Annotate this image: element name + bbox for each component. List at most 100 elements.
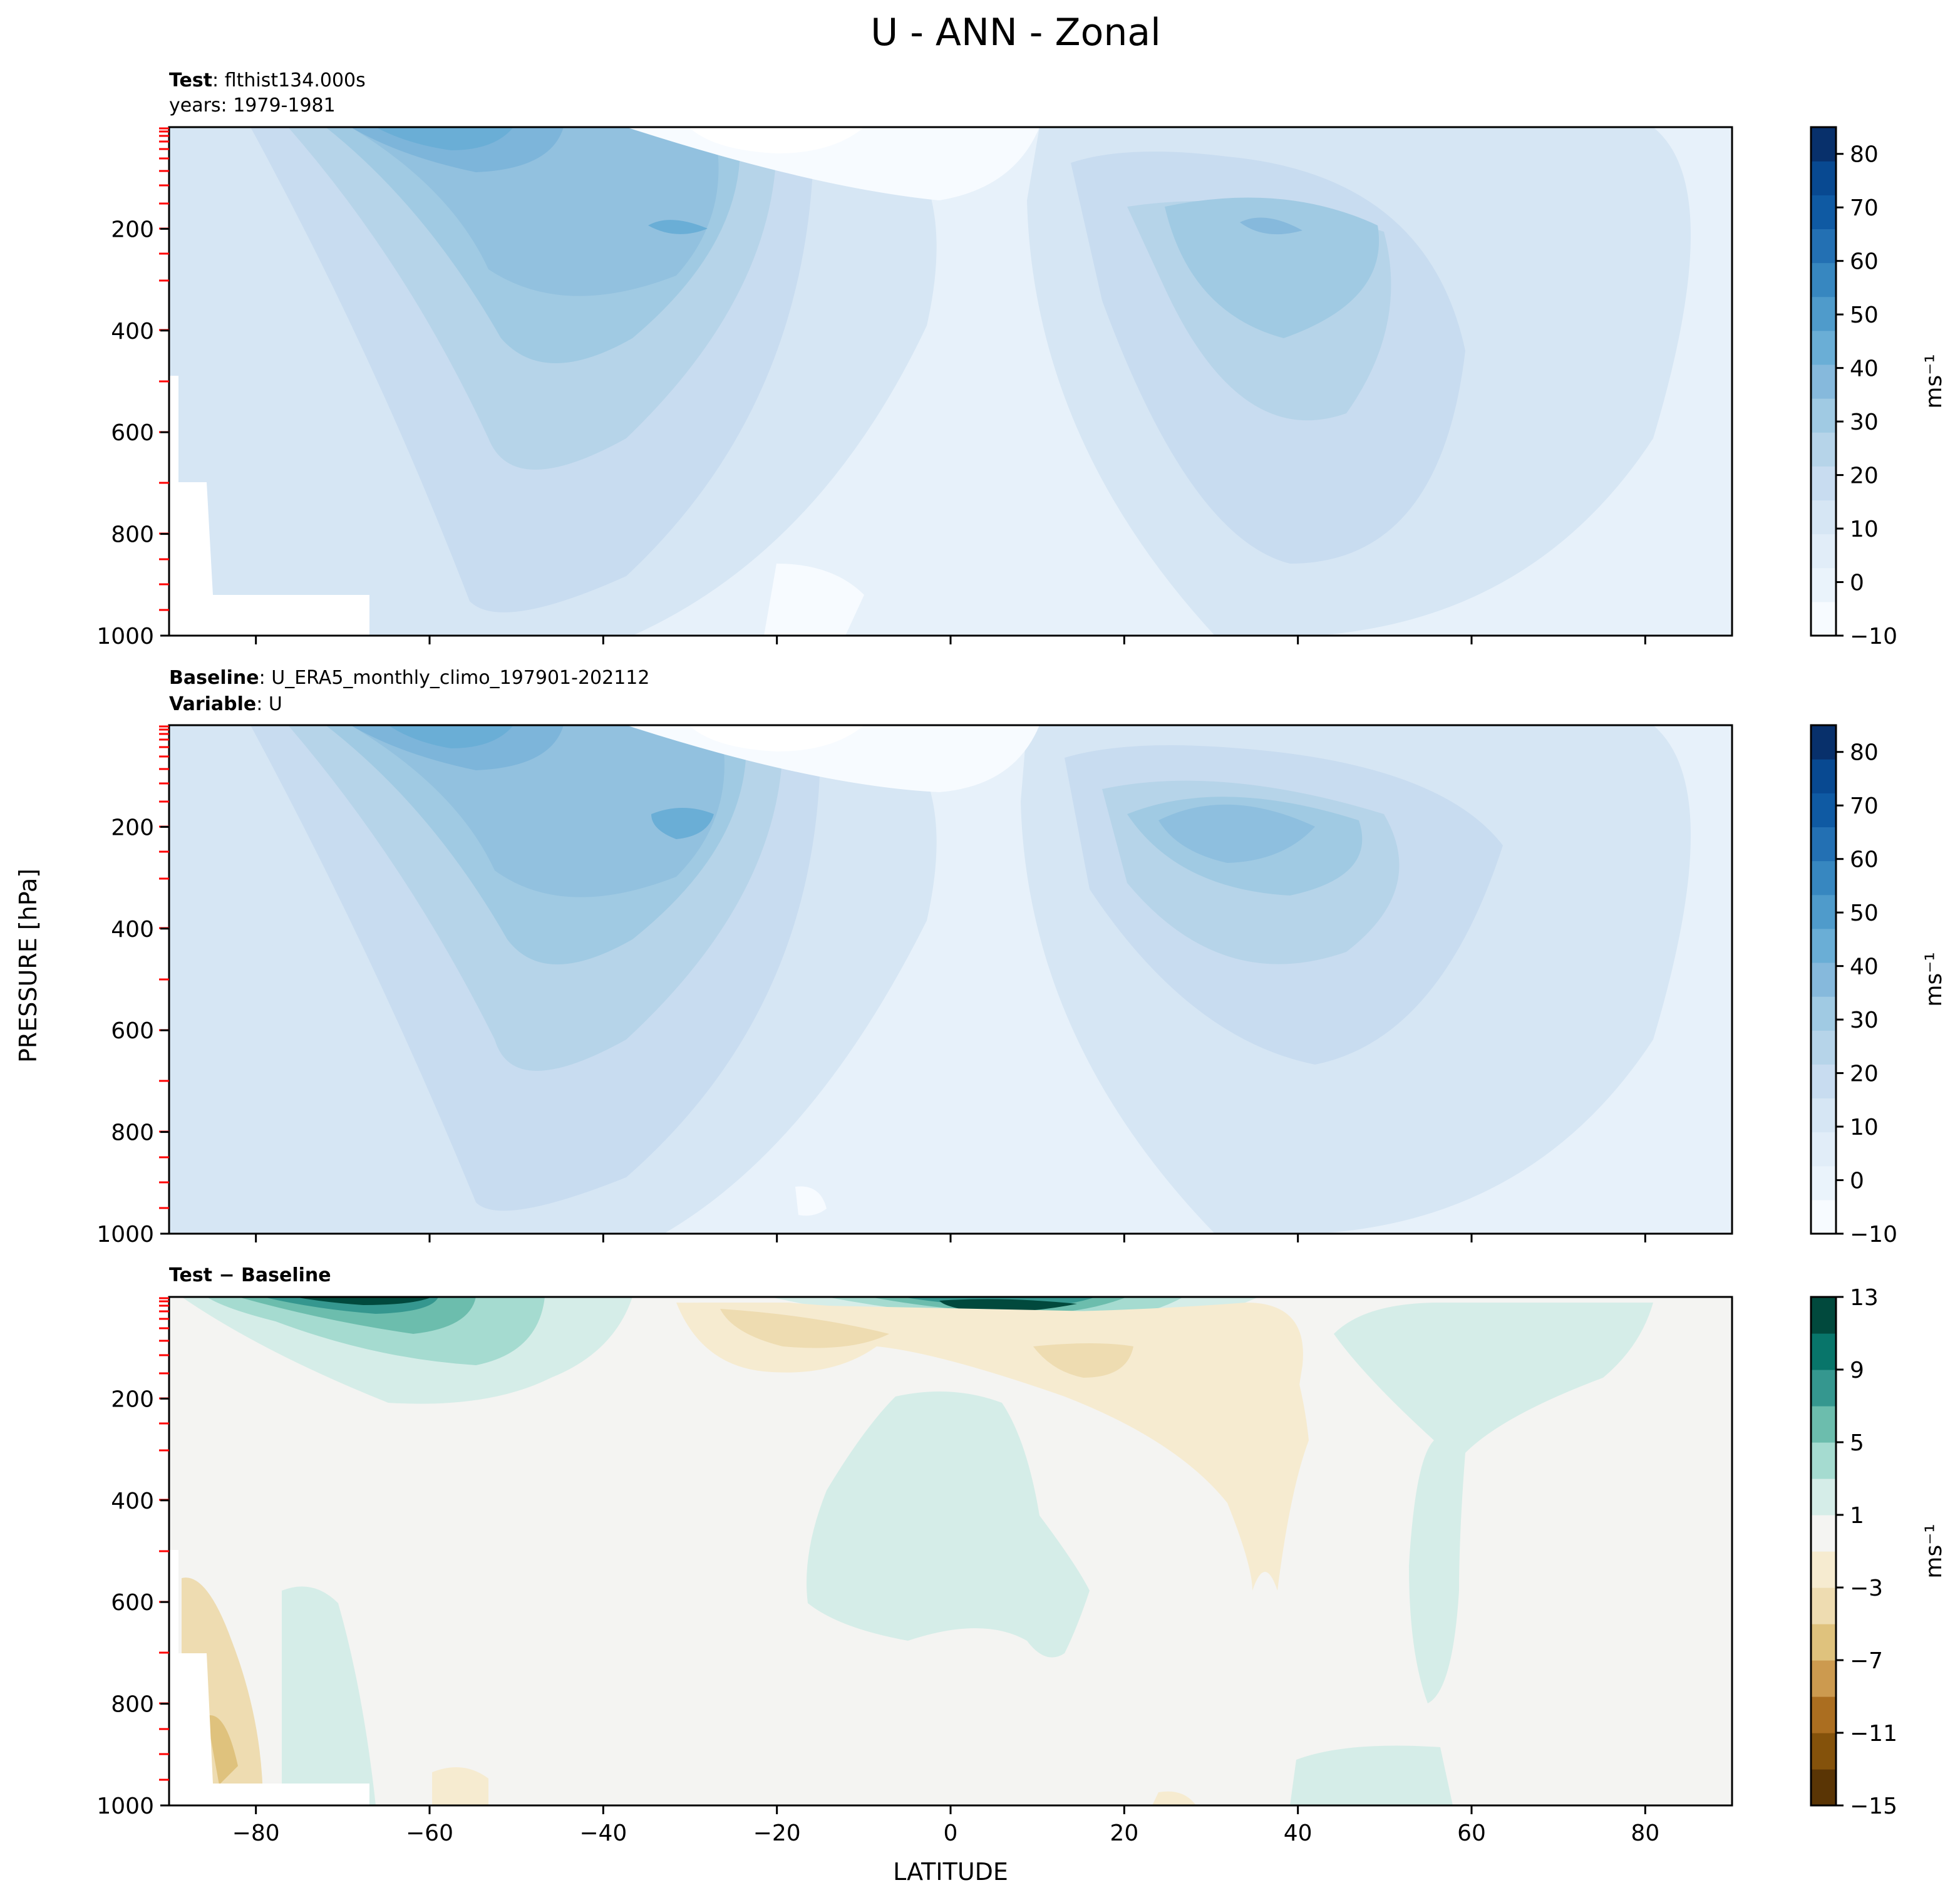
x-tick-label: −20 (753, 1820, 801, 1846)
colorbar-segment (1811, 500, 1836, 535)
colorbar-segment (1811, 1370, 1836, 1407)
colorbar-segment (1811, 161, 1836, 195)
colorbar-tick-label: 80 (1850, 740, 1879, 766)
baseline-contour-field (169, 725, 1732, 1234)
colorbar-tick-label: −3 (1850, 1576, 1883, 1601)
test-label: Test: flthist134.000s (169, 70, 366, 91)
colorbar-tick-label: 50 (1850, 901, 1879, 926)
colorbar-segment (1811, 1132, 1836, 1167)
baseline-variable-text: U (269, 693, 282, 715)
colorbar-tick-label: 1 (1850, 1503, 1864, 1529)
test-red-ticks (159, 127, 169, 611)
y-tick-label: 400 (111, 1489, 154, 1514)
colorbar-tick-label: 40 (1850, 954, 1879, 980)
test-label-text: flthist134.000s (225, 70, 366, 91)
baseline-label-text: U_ERA5_monthly_climo_197901-202112 (271, 667, 649, 689)
panel-test: Test: flthist134.000s years: 1979-1981 (96, 70, 1733, 649)
colorbar-segment (1811, 1588, 1836, 1624)
test-label-sep: : (212, 70, 225, 91)
colorbar-segment (1811, 1551, 1836, 1588)
baseline-label-sep: : (259, 667, 272, 689)
colorbar-segment (1811, 364, 1836, 399)
colorbar-tick-label: 10 (1850, 517, 1879, 542)
baseline-variable-sep: : (256, 693, 269, 715)
colorbar-segment (1811, 1660, 1836, 1697)
y-tick-label: 800 (111, 1692, 154, 1718)
colorbar-segment (1811, 1098, 1836, 1133)
colorbars: −10 0 10 20 30 40 50 60 70 80 ms⁻¹ −10 0 10 20 30 40 50 60… (1810, 126, 1947, 1819)
colorbar-segment (1811, 1733, 1836, 1770)
colorbar-segment (1811, 1769, 1836, 1806)
test-years-label: years: 1979-1981 (169, 95, 336, 116)
colorbar-segment (1811, 534, 1836, 569)
colorbar-tick-label: −10 (1850, 1222, 1897, 1247)
x-tick-label: 40 (1284, 1820, 1313, 1846)
baseline-label-bold: Baseline (169, 667, 259, 689)
colorbar-test: −10 0 10 20 30 40 50 60 70 80 ms⁻¹ (1810, 126, 1947, 649)
y-tick-label: 600 (111, 1590, 154, 1616)
y-tick-label: 600 (111, 1018, 154, 1044)
colorbar-tick-label: −10 (1850, 624, 1897, 649)
figure-title: U - ANN - Zonal (870, 11, 1161, 54)
y-tick-label: 200 (111, 1386, 154, 1412)
colorbar-segment (1811, 1165, 1836, 1200)
colorbar-segment (1811, 1199, 1836, 1234)
colorbar-frame (1810, 1296, 1837, 1807)
colorbar-segment (1811, 398, 1836, 433)
test-label-bold: Test (169, 70, 212, 91)
colorbar-segment (1811, 1333, 1836, 1370)
colorbar-segment (1811, 1030, 1836, 1065)
x-axis-label: LATITUDE (893, 1858, 1008, 1886)
colorbar-tick-label: 60 (1850, 249, 1879, 275)
colorbar-segment (1811, 296, 1836, 331)
colorbar-segment (1811, 1406, 1836, 1443)
colorbar-tick-label: 10 (1850, 1115, 1879, 1140)
y-tick-label: 200 (111, 815, 154, 840)
y-tick-label: 1000 (96, 1222, 154, 1247)
colorbar-tick-label: 80 (1850, 142, 1879, 168)
colorbar-segment (1811, 1624, 1836, 1661)
baseline-red-ticks (159, 725, 169, 1209)
colorbar-tick-label: 70 (1850, 195, 1879, 221)
colorbar-tick-label: 9 (1850, 1358, 1864, 1383)
colorbar-tick-label: 30 (1850, 410, 1879, 435)
baseline-variable-label: Variable: U (169, 693, 282, 715)
diff-red-ticks (159, 1297, 169, 1781)
colorbar-diff: −15 −11 −7 −3 1 5 9 13 ms⁻¹ (1810, 1285, 1947, 1819)
colorbar-tick-label: 60 (1850, 847, 1879, 873)
colorbar-segment (1811, 195, 1836, 229)
y-tick-label: 200 (111, 217, 154, 242)
colorbar-tick-label: 20 (1850, 463, 1879, 489)
y-tick-label: 400 (111, 917, 154, 942)
colorbar-segment (1811, 1696, 1836, 1733)
colorbar-segment (1811, 229, 1836, 264)
colorbar-segment (1811, 928, 1836, 963)
colorbar-segment (1811, 127, 1836, 162)
colorbar-frame (1810, 126, 1837, 637)
baseline-variable-bold: Variable (169, 693, 256, 715)
x-tick-label: −60 (406, 1820, 453, 1846)
colorbar-segment (1811, 860, 1836, 896)
diff-contour-field (169, 1297, 1732, 1805)
x-tick-label: 20 (1110, 1820, 1138, 1846)
baseline-label: Baseline: U_ERA5_monthly_climo_197901-20… (169, 667, 649, 689)
y-tick-label: 800 (111, 522, 154, 548)
colorbar-unit-label: ms⁻¹ (1921, 952, 1947, 1006)
colorbar-segment (1811, 1479, 1836, 1515)
test-contour-field (169, 127, 1732, 636)
colorbar-segment (1811, 996, 1836, 1031)
colorbar-segment (1811, 601, 1836, 636)
x-tick-label: 60 (1457, 1820, 1486, 1846)
colorbar-segment (1811, 330, 1836, 365)
colorbar-segment (1811, 466, 1836, 501)
colorbar-tick-label: 40 (1850, 356, 1879, 382)
colorbar-segment (1811, 1442, 1836, 1479)
y-tick-label: 1000 (96, 1794, 154, 1819)
y-tick-label: 1000 (96, 624, 154, 649)
colorbar-tick-label: 0 (1850, 571, 1864, 596)
x-tick-label: 0 (944, 1820, 958, 1846)
colorbar-tick-label: −11 (1850, 1721, 1897, 1747)
diff-label: Test − Baseline (169, 1264, 331, 1286)
colorbar-segment (1811, 793, 1836, 827)
colorbar-segment (1811, 759, 1836, 793)
